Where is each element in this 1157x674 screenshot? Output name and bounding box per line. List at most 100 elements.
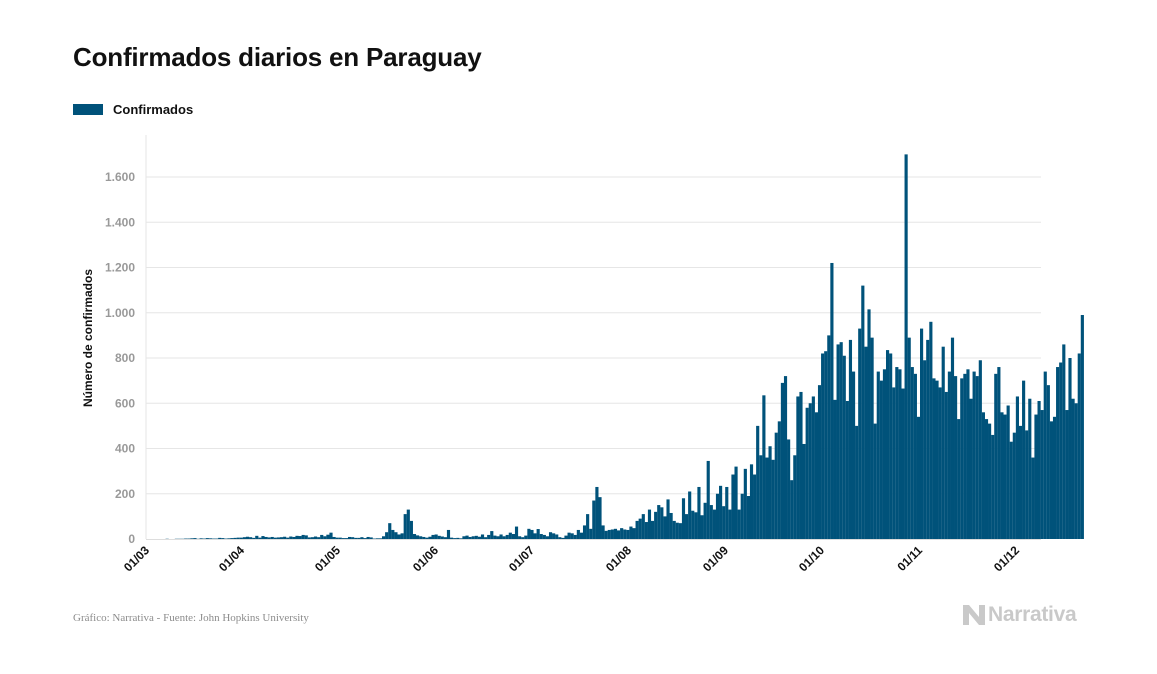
bar bbox=[385, 532, 389, 539]
y-tick-label: 1.600 bbox=[105, 170, 135, 184]
x-tick-labels: 01/03 01/04 01/05 01/06 01/07 01/08 01/09 01/10… bbox=[121, 543, 1022, 574]
bar bbox=[335, 537, 339, 539]
bar bbox=[1043, 371, 1047, 539]
bar bbox=[440, 536, 444, 539]
bar bbox=[969, 398, 973, 539]
bar bbox=[1071, 398, 1075, 539]
bar bbox=[984, 419, 989, 539]
bar bbox=[548, 532, 553, 539]
bar bbox=[885, 350, 890, 539]
bar bbox=[511, 534, 516, 539]
bar bbox=[629, 526, 633, 539]
bar bbox=[1062, 344, 1066, 539]
bar bbox=[623, 529, 627, 539]
bar bbox=[1065, 410, 1069, 539]
bar bbox=[709, 505, 713, 539]
bar bbox=[552, 533, 556, 539]
bar bbox=[465, 535, 469, 539]
bar bbox=[688, 491, 692, 539]
legend-label-confirmados: Confirmados bbox=[113, 102, 194, 117]
bar bbox=[595, 486, 599, 539]
bar bbox=[836, 344, 840, 539]
bar bbox=[579, 532, 584, 539]
bar bbox=[193, 538, 197, 539]
bar bbox=[341, 538, 345, 539]
bar bbox=[851, 371, 856, 539]
bar bbox=[802, 443, 806, 539]
bar bbox=[317, 537, 321, 539]
bar bbox=[644, 522, 648, 539]
bar bbox=[545, 536, 550, 539]
x-tick-label: 01/03 bbox=[121, 543, 152, 574]
bar bbox=[833, 399, 837, 539]
y-tick-label: 200 bbox=[115, 487, 135, 501]
bar bbox=[626, 529, 630, 539]
bar bbox=[292, 536, 296, 539]
x-tick: 01/06 bbox=[410, 543, 441, 574]
bar bbox=[706, 460, 710, 539]
bar bbox=[406, 509, 410, 539]
bar bbox=[344, 538, 349, 539]
bar bbox=[270, 536, 274, 539]
bar bbox=[221, 538, 225, 539]
bar bbox=[1077, 353, 1081, 539]
x-tick: 01/05 bbox=[312, 543, 343, 574]
bar bbox=[564, 535, 568, 539]
bar bbox=[487, 534, 491, 539]
bar bbox=[1006, 405, 1010, 539]
bar bbox=[530, 529, 534, 539]
bar bbox=[533, 533, 537, 539]
bar bbox=[787, 439, 791, 539]
x-tick-label: 01/07 bbox=[506, 543, 537, 574]
bar bbox=[604, 530, 608, 539]
bar bbox=[660, 507, 664, 539]
bar bbox=[289, 536, 293, 539]
bar bbox=[725, 486, 729, 539]
bar bbox=[601, 525, 605, 539]
bar bbox=[734, 466, 738, 539]
y-tick-label: 1.000 bbox=[105, 306, 135, 320]
bar bbox=[351, 537, 355, 539]
bar bbox=[490, 531, 494, 539]
bar bbox=[245, 536, 250, 539]
bar bbox=[301, 534, 305, 539]
bar bbox=[901, 388, 905, 539]
y-tick-label: 600 bbox=[115, 396, 135, 410]
bar bbox=[233, 537, 237, 539]
bars bbox=[165, 154, 1084, 540]
grid-lines bbox=[145, 135, 1041, 540]
bar bbox=[923, 360, 927, 539]
bar bbox=[598, 497, 602, 539]
bar bbox=[527, 528, 531, 539]
bar bbox=[279, 537, 284, 539]
bar bbox=[425, 537, 429, 539]
bar bbox=[799, 391, 803, 539]
bar bbox=[861, 285, 865, 539]
bar bbox=[777, 421, 781, 539]
bar bbox=[808, 403, 812, 539]
bar bbox=[558, 537, 562, 539]
y-tick-label: 0 bbox=[128, 532, 135, 546]
bar bbox=[1059, 362, 1063, 539]
bar bbox=[978, 360, 982, 539]
bar bbox=[391, 529, 395, 539]
bar bbox=[1028, 398, 1032, 539]
bar bbox=[620, 528, 624, 539]
y-tick-label: 800 bbox=[115, 351, 135, 365]
bar bbox=[907, 337, 911, 539]
bar bbox=[326, 534, 330, 539]
bar bbox=[496, 536, 500, 539]
bar bbox=[381, 536, 386, 539]
bar bbox=[1031, 457, 1035, 539]
bar bbox=[286, 537, 290, 539]
bar bbox=[731, 474, 735, 539]
bar bbox=[1009, 441, 1013, 539]
bar bbox=[728, 509, 732, 539]
bar bbox=[873, 423, 877, 539]
bar bbox=[1040, 410, 1044, 539]
bar bbox=[926, 339, 930, 539]
bar bbox=[879, 380, 883, 540]
bar bbox=[462, 536, 466, 539]
bar bbox=[882, 369, 887, 539]
bar bbox=[848, 339, 853, 539]
